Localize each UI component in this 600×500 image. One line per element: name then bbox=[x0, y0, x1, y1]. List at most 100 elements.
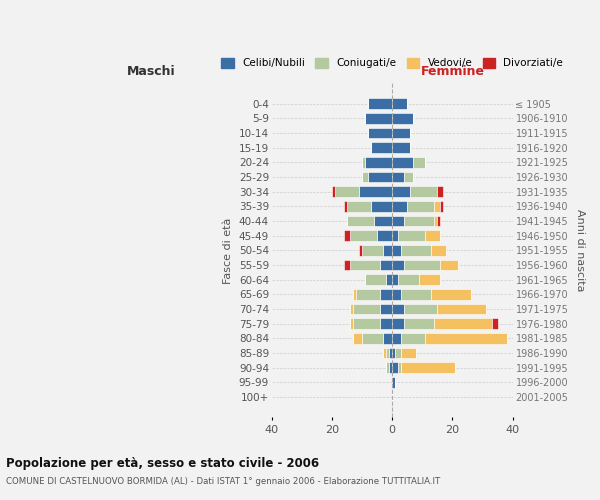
Bar bbox=[362, 172, 368, 182]
Bar bbox=[362, 245, 383, 256]
Bar bbox=[392, 157, 413, 168]
Bar bbox=[353, 289, 356, 300]
Bar bbox=[407, 201, 434, 211]
Bar bbox=[404, 304, 437, 314]
Bar bbox=[404, 216, 434, 226]
Bar bbox=[404, 172, 413, 182]
Bar bbox=[392, 274, 398, 285]
Bar bbox=[392, 186, 410, 197]
Bar bbox=[353, 304, 380, 314]
Bar bbox=[368, 98, 392, 109]
Bar bbox=[386, 362, 389, 373]
Bar bbox=[434, 201, 440, 211]
Bar bbox=[392, 333, 401, 344]
Bar bbox=[350, 260, 380, 270]
Bar bbox=[359, 245, 362, 256]
Bar bbox=[392, 245, 401, 256]
Bar bbox=[392, 201, 407, 211]
Bar bbox=[395, 348, 401, 358]
Bar bbox=[356, 289, 380, 300]
Bar bbox=[344, 260, 350, 270]
Bar bbox=[347, 201, 371, 211]
Text: Popolazione per età, sesso e stato civile - 2006: Popolazione per età, sesso e stato civil… bbox=[6, 458, 319, 470]
Bar bbox=[401, 333, 425, 344]
Bar bbox=[392, 98, 407, 109]
Bar bbox=[440, 201, 443, 211]
Y-axis label: Fasce di età: Fasce di età bbox=[223, 217, 233, 284]
Bar bbox=[389, 348, 392, 358]
Bar bbox=[371, 142, 392, 153]
Bar bbox=[491, 318, 497, 329]
Bar bbox=[392, 142, 410, 153]
Bar bbox=[410, 186, 437, 197]
Bar bbox=[371, 201, 392, 211]
Bar bbox=[383, 245, 392, 256]
Bar bbox=[401, 245, 431, 256]
Bar bbox=[413, 157, 425, 168]
Bar bbox=[353, 318, 380, 329]
Bar bbox=[335, 186, 359, 197]
Bar bbox=[383, 333, 392, 344]
Bar bbox=[350, 304, 353, 314]
Bar bbox=[431, 289, 470, 300]
Bar bbox=[392, 318, 404, 329]
Bar bbox=[419, 274, 440, 285]
Bar bbox=[392, 377, 395, 388]
Bar bbox=[440, 260, 458, 270]
Bar bbox=[398, 274, 419, 285]
Bar bbox=[362, 333, 383, 344]
Bar bbox=[386, 348, 389, 358]
Bar bbox=[350, 230, 377, 241]
Bar bbox=[392, 172, 404, 182]
Text: Femmine: Femmine bbox=[421, 66, 484, 78]
Bar bbox=[437, 186, 443, 197]
Bar bbox=[425, 333, 506, 344]
Text: Maschi: Maschi bbox=[127, 66, 176, 78]
Bar bbox=[347, 216, 374, 226]
Bar bbox=[386, 274, 392, 285]
Legend: Celibi/Nubili, Coniugati/e, Vedovi/e, Divorziati/e: Celibi/Nubili, Coniugati/e, Vedovi/e, Di… bbox=[218, 55, 566, 72]
Bar bbox=[434, 318, 491, 329]
Bar bbox=[344, 201, 347, 211]
Bar bbox=[437, 216, 440, 226]
Bar bbox=[392, 304, 404, 314]
Bar bbox=[392, 362, 398, 373]
Bar bbox=[368, 172, 392, 182]
Bar bbox=[380, 318, 392, 329]
Bar bbox=[353, 333, 362, 344]
Bar bbox=[404, 318, 434, 329]
Bar bbox=[437, 304, 485, 314]
Bar bbox=[368, 128, 392, 138]
Bar bbox=[362, 157, 365, 168]
Bar bbox=[365, 113, 392, 124]
Bar bbox=[377, 230, 392, 241]
Bar bbox=[434, 216, 437, 226]
Bar bbox=[392, 216, 404, 226]
Bar bbox=[425, 230, 440, 241]
Bar bbox=[359, 186, 392, 197]
Bar bbox=[401, 348, 416, 358]
Bar bbox=[404, 260, 440, 270]
Bar bbox=[401, 362, 455, 373]
Bar bbox=[350, 318, 353, 329]
Bar bbox=[392, 348, 395, 358]
Bar bbox=[383, 348, 386, 358]
Bar bbox=[392, 128, 410, 138]
Bar bbox=[365, 274, 386, 285]
Y-axis label: Anni di nascita: Anni di nascita bbox=[575, 209, 585, 292]
Bar bbox=[365, 157, 392, 168]
Text: COMUNE DI CASTELNUOVO BORMIDA (AL) - Dati ISTAT 1° gennaio 2006 - Elaborazione T: COMUNE DI CASTELNUOVO BORMIDA (AL) - Dat… bbox=[6, 478, 440, 486]
Bar bbox=[344, 230, 350, 241]
Bar bbox=[431, 245, 446, 256]
Bar bbox=[389, 362, 392, 373]
Bar bbox=[332, 186, 335, 197]
Bar bbox=[392, 230, 398, 241]
Bar bbox=[374, 216, 392, 226]
Bar bbox=[398, 230, 425, 241]
Bar bbox=[398, 362, 401, 373]
Bar bbox=[380, 260, 392, 270]
Bar bbox=[380, 304, 392, 314]
Bar bbox=[392, 113, 413, 124]
Bar bbox=[392, 289, 401, 300]
Bar bbox=[380, 289, 392, 300]
